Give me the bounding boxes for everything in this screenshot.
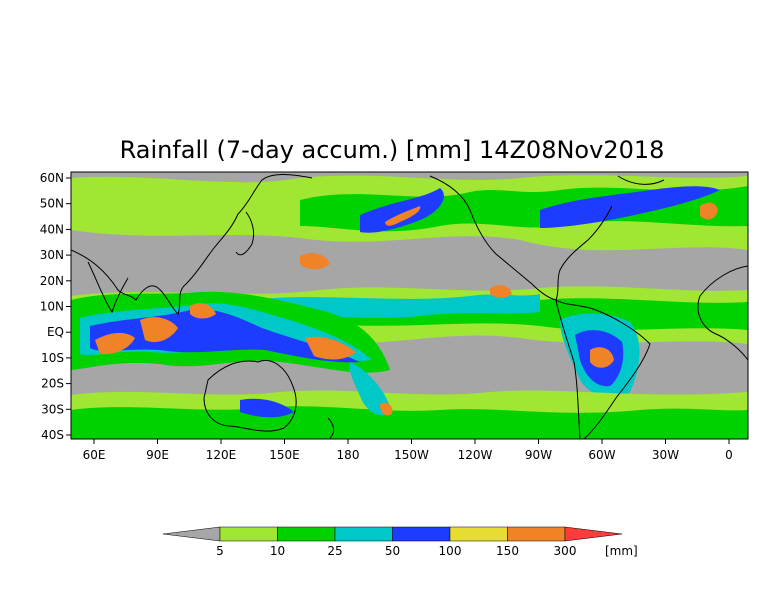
coast-asia [71,174,313,315]
colorbar-level-label: 10 [270,544,285,558]
latitude-label: EQ [47,325,64,339]
rain-core-indochina [190,303,216,319]
map-title: Rainfall (7-day accum.) [mm] 14Z08Nov201… [119,136,665,164]
coast-north-america [429,175,613,301]
map-frame [70,171,749,440]
coast-south-america [555,299,651,439]
latitude-label: 30N [40,248,64,262]
colorbar-segment [219,526,278,542]
map-area [71,172,748,439]
longitude-label: 60E [83,448,106,462]
coast-greenland [617,175,665,185]
rain-core-north-pacific [385,206,421,226]
colorbar-level-label: 25 [327,544,342,558]
latitude-label: 40S [41,428,64,442]
colorbar: 5 10 25 50 100 150 300 [mm] [162,526,638,558]
colorbar-segment [449,526,508,542]
latitude-label: 10N [40,300,64,314]
rain-core-south-america [590,347,614,368]
rain-band-north-heavy [360,188,444,233]
colorbar-segment [334,526,393,542]
colorbar-segment [277,526,336,542]
colorbar-unit-label: [mm] [605,544,638,558]
longitude-label: 0 [725,448,733,462]
longitude-label: 150E [269,448,300,462]
colorbar-level-label: 150 [496,544,519,558]
coast-japan [235,211,255,256]
colorbar-segment-above-max [564,526,623,542]
rain-core-west-pacific [305,336,356,360]
latitude-label: 20N [40,274,64,288]
rainfall-field [71,175,748,439]
longitude-label: 120E [206,448,237,462]
latitude-label: 30S [41,402,64,416]
coast-india [87,261,129,314]
longitude-axis: 60E 90E 120E 150E 180 150W 120W 90W 60W 30W 0 [83,439,733,462]
longitude-label: 30W [652,448,679,462]
colorbar-segment [507,526,566,542]
rain-southern-band-moderate [71,406,748,439]
rain-southern-heavy [240,398,294,418]
coastlines [71,174,748,439]
latitude-label: 50N [40,197,64,211]
coast-australia [203,360,297,432]
colorbar-level-label: 50 [385,544,400,558]
rain-core-north-atlantic [700,202,718,220]
colorbar-level-label: 100 [439,544,462,558]
coast-new-zealand [327,417,335,439]
longitude-label: 90E [146,448,169,462]
coast-south-america-west [555,299,581,439]
rain-core-east-pacific [490,285,512,298]
colorbar-level-label: 300 [554,544,577,558]
colorbar-segment-below-min [162,526,221,542]
latitude-label: 40N [40,222,64,236]
longitude-label: 90W [525,448,552,462]
latitude-label: 10S [41,351,64,365]
colorbar-segment [392,526,451,542]
longitude-label: 150W [394,448,429,462]
rain-core-indian-ocean [95,332,135,355]
colorbar-level-label: 5 [216,544,224,558]
rain-core-indonesia [140,317,178,343]
latitude-label: 20S [41,377,64,391]
longitude-label: 60W [588,448,615,462]
longitude-label: 120W [458,448,493,462]
rain-band-atlantic-heavy [540,186,720,228]
rain-core-subtropical-pacific [300,253,330,270]
longitude-label: 180 [337,448,360,462]
rain-core-south-pacific [380,402,393,416]
coast-africa [697,265,748,361]
rain-spcz-moderate [349,362,392,416]
latitude-axis: 60N 50N 40N 30N 20N 10N EQ 10S 20S 30S 40S [40,171,71,442]
latitude-label: 60N [40,171,64,185]
